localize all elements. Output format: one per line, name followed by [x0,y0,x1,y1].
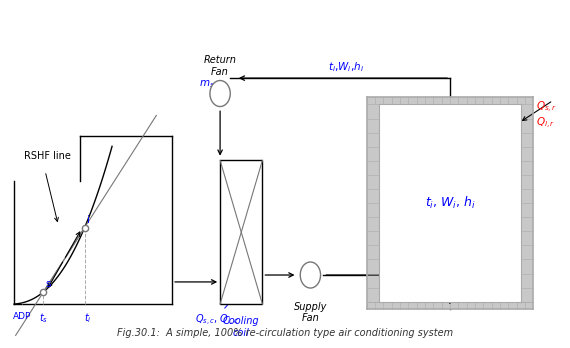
Bar [367,97,534,309]
Text: Fig.30.1:  A simple, 100% re-circulation type air conditioning system: Fig.30.1: A simple, 100% re-circulation … [117,329,453,338]
Text: ADP: ADP [13,312,31,321]
Text: i: i [87,215,90,225]
Text: $m_s$: $m_s$ [456,250,471,261]
Bar [379,104,521,302]
Text: s: s [46,279,51,289]
Text: $Q_{s,c}$, $Q_{l,c}$: $Q_{s,c}$, $Q_{l,c}$ [196,313,239,328]
Text: $Q_{s,r}$: $Q_{s,r}$ [536,100,557,116]
Text: $t_s$: $t_s$ [39,312,48,325]
Text: Cooling
coil: Cooling coil [223,316,259,338]
Text: $t_i$, $W_i$, $h_i$: $t_i$, $W_i$, $h_i$ [425,195,475,211]
Text: Return
Fan: Return Fan [203,55,237,77]
Ellipse shape [300,262,320,288]
Text: $t_i$: $t_i$ [84,312,91,325]
Text: $m_s$: $m_s$ [199,78,214,90]
Text: RSHF line: RSHF line [25,151,71,161]
Bar [220,160,262,304]
Ellipse shape [210,80,230,106]
Text: $t_s$,$W_s$,$h_s$: $t_s$,$W_s$,$h_s$ [456,258,492,270]
Text: $Q_{l,r}$: $Q_{l,r}$ [536,116,555,131]
Text: $t_i$,$W_i$,$h_i$: $t_i$,$W_i$,$h_i$ [328,60,364,74]
Text: Supply
Fan: Supply Fan [294,302,327,323]
